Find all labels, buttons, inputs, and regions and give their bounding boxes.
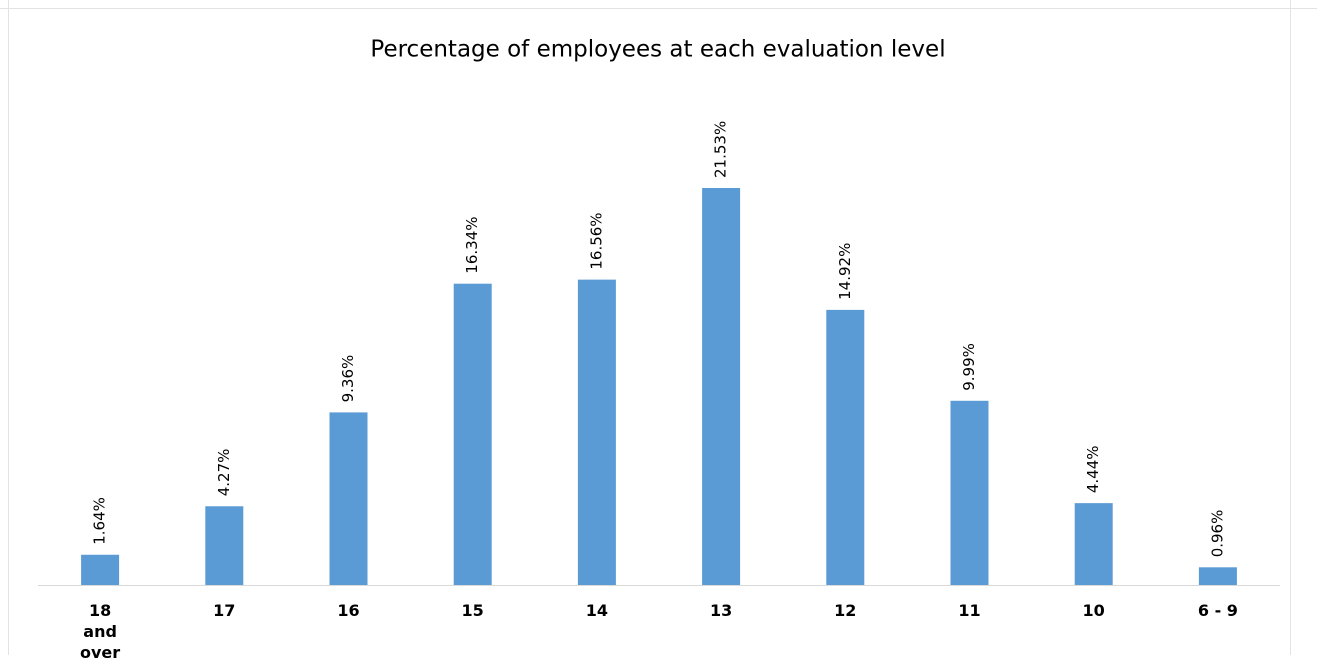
bar: [453, 283, 492, 585]
data-label: 0.96%: [1208, 510, 1226, 558]
bar: [702, 187, 741, 585]
data-label: 16.56%: [587, 212, 605, 269]
x-tick-label: 14: [585, 601, 609, 620]
data-label: 9.99%: [960, 343, 978, 391]
data-label: 4.27%: [215, 449, 233, 497]
x-tick-label: 12: [834, 601, 857, 620]
x-tick-label: 16: [337, 601, 360, 620]
bar: [329, 412, 368, 585]
bar: [577, 279, 616, 585]
x-tick-label: 15: [461, 601, 484, 620]
bar: [950, 400, 989, 585]
bar: [1198, 567, 1237, 585]
x-tick-label: 18 and over: [80, 601, 121, 662]
bar: [205, 506, 244, 585]
data-label: 4.44%: [1084, 445, 1102, 493]
bar: [81, 554, 120, 585]
data-label: 16.34%: [463, 216, 481, 273]
data-label: 21.53%: [712, 121, 730, 178]
x-tick-label: 11: [958, 601, 981, 620]
x-tick-label: 10: [1082, 601, 1105, 620]
x-tick-label: 13: [709, 601, 733, 620]
bar: [826, 309, 865, 585]
data-label: 9.36%: [339, 355, 357, 403]
chart-title: Percentage of employees at each evaluati…: [370, 37, 945, 63]
x-tick-label: 17: [213, 601, 236, 620]
data-label: 1.64%: [91, 497, 109, 545]
x-tick-label: 6 - 9: [1197, 601, 1238, 620]
bar: [1074, 503, 1113, 585]
data-label: 14.92%: [836, 243, 854, 300]
